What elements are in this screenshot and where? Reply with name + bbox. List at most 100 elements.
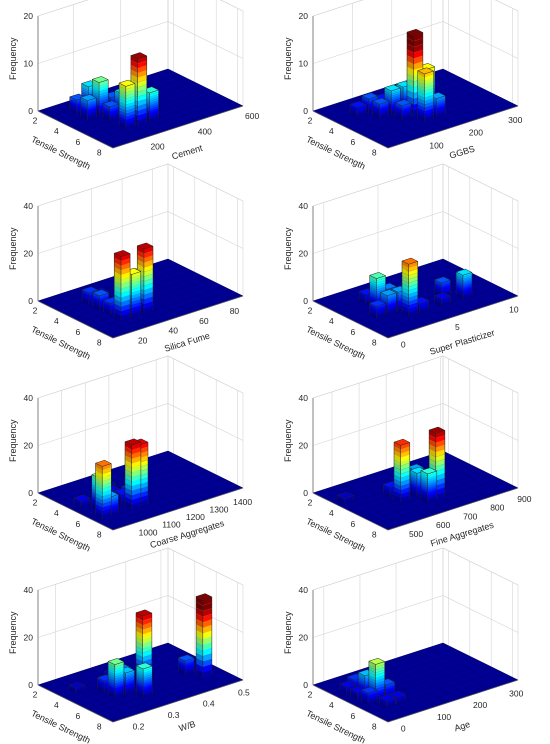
z-tick-label: 40 [24, 393, 34, 403]
z-tick-label: 0 [28, 680, 33, 690]
bar-4-1 [401, 257, 419, 317]
y-tick-label: 4 [329, 700, 334, 710]
y-tick-label: 2 [308, 498, 313, 508]
bar-8-1 [379, 694, 396, 708]
bar-7-1 [136, 662, 153, 698]
y-tick-label: 4 [54, 700, 59, 710]
x-tick-label: 600 [245, 111, 259, 121]
bar-6-8 [337, 491, 354, 504]
z-axis-label: Frequency [283, 227, 293, 270]
x-tick-label: 300 [509, 689, 523, 699]
y-tick-label: 8 [372, 337, 377, 347]
y-axis-label: Tensile Strength [305, 516, 367, 553]
x-tick-label: 100 [437, 712, 451, 722]
chart-panel-1: 0 10 20 200 400 600 2 4 6 8 Frequency Cement Tensile… [8, 0, 259, 171]
chart-panel-4: 0 20 40 0 5 10 2 4 6 8 Frequency Super Plasticizer T… [283, 163, 519, 361]
chart-panel-8: 0 20 40 0 100 200 300 2 4 6 8 Frequency Age Tensile S… [283, 547, 524, 744]
x-tick-label: 1400 [233, 497, 252, 507]
y-tick-label: 8 [97, 147, 102, 157]
x-tick-label: 0.2 [133, 721, 145, 731]
x-tick-label: 600 [436, 520, 450, 530]
bar-2-3 [394, 99, 412, 121]
x-tick-label: 20 [138, 336, 148, 346]
bar-6-3 [393, 438, 411, 503]
y-tick-label: 8 [372, 529, 377, 539]
y-tick-label: 4 [329, 126, 334, 136]
y-tick-label: 8 [97, 721, 102, 731]
x-tick-label: 1300 [210, 504, 229, 514]
z-tick-label: 0 [28, 296, 33, 306]
x-axis-label: GGBS [448, 144, 476, 161]
y-axis-label: Tensile Strength [30, 324, 92, 361]
z-axis-label: Frequency [8, 37, 18, 80]
y-axis-label: Tensile Strength [305, 324, 367, 361]
z-tick-label: 20 [24, 11, 34, 21]
x-tick-label: 200 [469, 128, 483, 138]
z-tick-label: 0 [28, 488, 33, 498]
bar-2-6 [372, 97, 389, 119]
x-tick-label: 0.5 [238, 687, 250, 697]
z-axis-label: Frequency [283, 611, 293, 654]
x-tick-label: 10 [509, 305, 519, 315]
y-tick-label: 4 [329, 316, 334, 326]
y-tick-label: 4 [54, 316, 59, 326]
x-axis-label: Cement [171, 143, 205, 162]
z-axis-label: Frequency [283, 419, 293, 462]
x-axis-label: Age [453, 719, 471, 733]
y-axis-label: Tensile Strength [305, 134, 367, 171]
y-tick-label: 6 [350, 327, 355, 337]
y-tick-label: 6 [75, 327, 80, 337]
x-tick-label: 60 [199, 316, 209, 326]
z-tick-label: 10 [299, 59, 309, 69]
y-tick-label: 2 [33, 306, 38, 316]
bar-4-5 [369, 299, 386, 319]
bar-4-4 [455, 268, 473, 300]
y-tick-label: 4 [329, 508, 334, 518]
z-tick-label: 0 [303, 296, 308, 306]
z-tick-label: 20 [24, 249, 34, 259]
y-tick-label: 6 [350, 137, 355, 147]
bar-7-2 [195, 593, 213, 679]
bar-7-9 [68, 681, 86, 694]
z-tick-label: 40 [299, 201, 309, 211]
x-tick-label: 40 [169, 326, 179, 336]
x-tick-label: 900 [517, 494, 531, 504]
x-tick-label: 5 [455, 322, 460, 332]
y-tick-label: 6 [350, 519, 355, 529]
z-tick-label: 40 [24, 585, 34, 595]
z-tick-label: 0 [303, 106, 308, 116]
z-tick-label: 40 [24, 201, 34, 211]
y-tick-label: 8 [372, 147, 377, 157]
chart-panel-7: 0 20 40 0.2 0.3 0.4 0.5 2 4 6 8 Frequency W/B Tensile… [8, 547, 250, 744]
y-tick-label: 6 [75, 711, 80, 721]
y-tick-label: 2 [308, 306, 313, 316]
y-tick-label: 8 [97, 337, 102, 347]
x-tick-label: 0 [401, 724, 406, 734]
x-tick-label: 800 [490, 503, 504, 513]
x-tick-label: 1200 [186, 512, 205, 522]
y-axis-label: Tensile Strength [30, 134, 92, 171]
z-tick-label: 0 [28, 106, 33, 116]
y-tick-label: 2 [33, 116, 38, 126]
y-tick-label: 6 [75, 519, 80, 529]
bar-8-3 [361, 686, 378, 705]
y-tick-label: 8 [372, 721, 377, 731]
chart-panel-5: 0 20 40 1000 1100 1200 1300 1400 2 4 6 8 Frequency Co… [8, 355, 252, 553]
x-tick-label: 1000 [139, 527, 158, 537]
chart-panel-2: 0 10 20 100 200 300 2 4 6 8 Frequency GGBS Tensile S… [283, 0, 523, 171]
z-tick-label: 20 [24, 441, 34, 451]
y-axis-label: Tensile Strength [30, 516, 92, 553]
z-axis-label: Frequency [8, 611, 18, 654]
y-tick-label: 2 [308, 690, 313, 700]
y-axis-label: Tensile Strength [305, 708, 367, 744]
bar-3-3 [136, 242, 154, 314]
bar-2-1 [417, 67, 434, 122]
y-tick-label: 4 [54, 508, 59, 518]
y-tick-label: 2 [33, 690, 38, 700]
z-axis-label: Frequency [8, 419, 18, 462]
x-tick-label: 1100 [162, 520, 181, 530]
x-axis-label: W/B [178, 719, 197, 734]
x-tick-label: 0.4 [203, 699, 215, 709]
